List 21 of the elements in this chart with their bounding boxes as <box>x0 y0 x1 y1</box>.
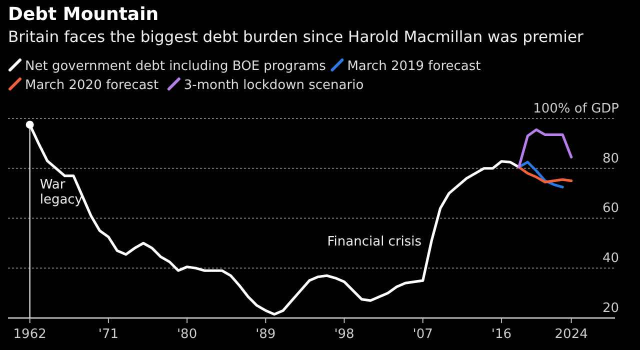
y-tick-label: 60 <box>602 201 619 216</box>
y-tick-label: 40 <box>602 251 619 266</box>
ref-line-label: War legacy <box>40 178 83 208</box>
legend-label: March 2019 forecast <box>347 59 481 74</box>
legend-label: March 2020 forecast <box>25 78 159 93</box>
annotation: Financial crisis <box>327 234 422 250</box>
y-tick-label: 20 <box>602 301 619 316</box>
x-tick-label: '71 <box>98 327 118 342</box>
x-tick-label: '07 <box>412 327 433 342</box>
x-tick-label: '98 <box>334 327 354 342</box>
x-tick-label: '80 <box>176 327 198 342</box>
y-tick-label: 80 <box>602 151 619 166</box>
x-tick-label: '89 <box>256 327 276 342</box>
legend-label: 3-month lockdown scenario <box>184 78 364 93</box>
legend-label: Net government debt including BOE programs <box>25 59 326 74</box>
x-tick-label: 1962 <box>13 327 46 342</box>
chart-title: Debt Mountain <box>8 4 159 25</box>
y-tick-label: 100% of GDP <box>533 101 620 116</box>
x-tick-label: '16 <box>491 327 512 342</box>
chart-subtitle: Britain faces the biggest debt burden since Harold Macmillan was premier <box>8 28 584 46</box>
x-tick-label: 2024 <box>554 327 588 342</box>
